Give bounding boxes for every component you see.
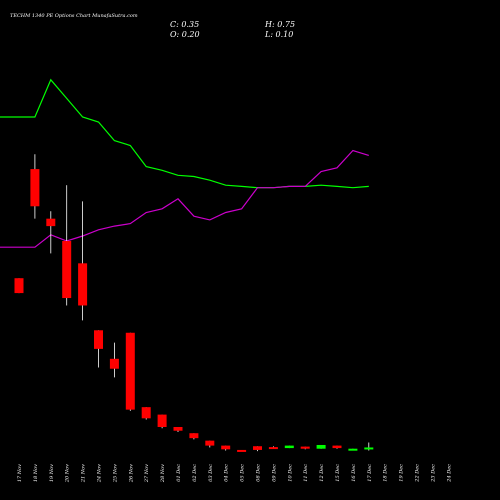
- x-axis-ticks: 17 Nov 18 Nov 19 Nov 20 Nov 21 Nov 24 Nov 25 N…: [17, 464, 452, 483]
- x-tick-label: 18 Nov: [33, 464, 39, 482]
- candle: [332, 445, 342, 449]
- open-label: O: 0.20: [170, 30, 200, 39]
- candle-body: [30, 169, 40, 207]
- candle: [253, 446, 262, 452]
- candle-body: [46, 218, 56, 227]
- close-label: C: 0.35: [170, 20, 199, 29]
- x-tick-label: 11 Dec: [303, 464, 309, 482]
- candle-body: [173, 427, 183, 431]
- candle: [94, 330, 103, 368]
- x-tick-label: 17 Nov: [17, 464, 23, 482]
- candle-body: [316, 444, 326, 449]
- candle: [62, 185, 72, 306]
- x-tick-label: 19 Dec: [399, 464, 405, 482]
- x-tick-label: 10 Dec: [287, 464, 293, 482]
- candle: [109, 342, 119, 378]
- candle-body: [348, 448, 358, 451]
- chart-title: TECHM 1340 PE Options Chart MunafaSutra.…: [10, 13, 138, 19]
- candle: [78, 201, 88, 321]
- candle: [173, 427, 183, 432]
- candle-body: [332, 445, 342, 449]
- x-tick-label: 03 Dec: [208, 464, 214, 482]
- x-tick-label: 19 Nov: [49, 464, 55, 482]
- x-tick-label: 05 Dec: [240, 464, 246, 482]
- candle-body: [221, 445, 231, 450]
- candle: [268, 446, 278, 450]
- x-tick-label: 09 Dec: [271, 464, 277, 482]
- candle: [237, 449, 247, 452]
- candle: [30, 154, 40, 219]
- x-tick-label: 28 Nov: [160, 464, 166, 483]
- x-tick-label: 16 Dec: [351, 464, 357, 482]
- candles: [14, 154, 374, 452]
- candle-body: [268, 447, 278, 450]
- candle: [300, 446, 310, 450]
- candle-body: [62, 241, 72, 299]
- x-tick-label: 24 Nov: [97, 464, 103, 483]
- candle: [205, 440, 215, 448]
- candle: [284, 445, 294, 449]
- candle-body: [205, 440, 215, 446]
- x-tick-label: 20 Nov: [65, 464, 71, 483]
- x-tick-label: 22 Dec: [415, 464, 421, 483]
- x-tick-label: 08 Dec: [256, 464, 262, 482]
- candle-body: [189, 433, 199, 439]
- candle-body: [364, 447, 374, 450]
- candle-body: [109, 358, 119, 369]
- candle: [364, 442, 374, 451]
- candle: [46, 211, 56, 254]
- x-tick-label: 25 Nov: [112, 464, 118, 483]
- candle: [316, 444, 326, 449]
- candle: [221, 445, 231, 451]
- x-tick-label: 24 Dec: [446, 464, 452, 483]
- x-tick-label: 21 Nov: [81, 464, 87, 483]
- x-tick-label: 17 Dec: [367, 464, 373, 482]
- x-tick-label: 02 Dec: [192, 464, 198, 482]
- x-tick-label: 12 Dec: [319, 464, 325, 482]
- candle-body: [237, 449, 247, 452]
- indicator-line-1: [0, 78, 369, 189]
- candle-body: [284, 445, 294, 449]
- candle-body: [125, 332, 135, 410]
- x-tick-label: 04 Dec: [224, 464, 230, 482]
- low-label: L: 0.10: [264, 30, 293, 39]
- candle: [141, 407, 151, 420]
- indicator-line-2: [0, 149, 369, 248]
- high-label: H: 0.75: [264, 20, 295, 29]
- candle: [125, 332, 135, 411]
- x-tick-label: 26 Nov: [128, 464, 134, 483]
- candle-body: [300, 446, 310, 449]
- candle-body: [14, 278, 24, 294]
- candle-body: [141, 407, 151, 419]
- indicator-lines: [0, 78, 369, 248]
- candle: [14, 278, 24, 294]
- candle: [157, 414, 167, 429]
- x-tick-label: 18 Dec: [383, 464, 389, 482]
- x-tick-label: 27 Nov: [144, 464, 150, 483]
- candle-body: [78, 263, 88, 306]
- candle-body: [94, 330, 103, 349]
- x-tick-label: 15 Dec: [335, 464, 341, 482]
- candle-body: [253, 446, 262, 450]
- candle: [189, 433, 199, 440]
- x-tick-label: 23 Dec: [430, 464, 436, 483]
- candle-body: [157, 414, 167, 427]
- candle: [348, 448, 358, 451]
- x-tick-label: 01 Dec: [176, 464, 182, 482]
